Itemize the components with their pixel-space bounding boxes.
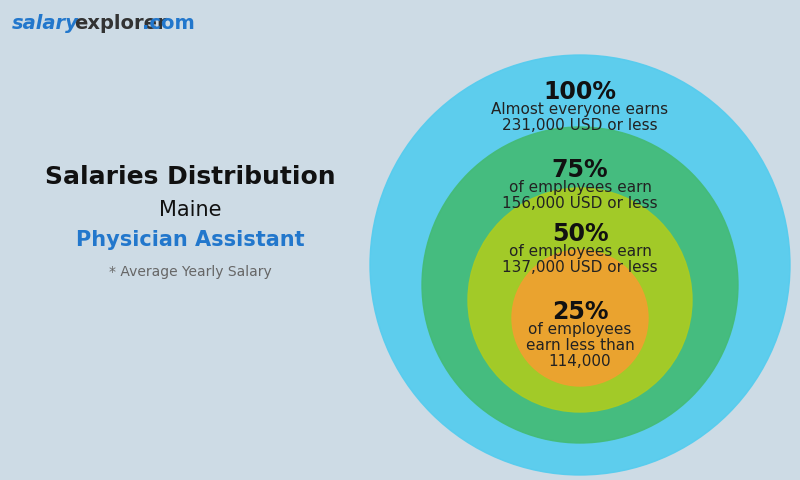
- Text: Almost everyone earns: Almost everyone earns: [491, 102, 669, 117]
- Text: 114,000: 114,000: [549, 354, 611, 369]
- Text: salary: salary: [12, 14, 79, 33]
- Text: 231,000 USD or less: 231,000 USD or less: [502, 118, 658, 133]
- Text: of employees earn: of employees earn: [509, 244, 651, 259]
- Text: earn less than: earn less than: [526, 338, 634, 353]
- Text: 75%: 75%: [552, 158, 608, 182]
- Text: 50%: 50%: [552, 222, 608, 246]
- Text: Salaries Distribution: Salaries Distribution: [45, 165, 335, 189]
- Text: of employees: of employees: [528, 322, 632, 337]
- Text: 156,000 USD or less: 156,000 USD or less: [502, 196, 658, 211]
- Text: .com: .com: [142, 14, 194, 33]
- Text: 100%: 100%: [543, 80, 617, 104]
- Circle shape: [370, 55, 790, 475]
- Text: 137,000 USD or less: 137,000 USD or less: [502, 260, 658, 275]
- Circle shape: [468, 188, 692, 412]
- Text: explorer: explorer: [74, 14, 166, 33]
- Text: * Average Yearly Salary: * Average Yearly Salary: [109, 265, 271, 279]
- Text: of employees earn: of employees earn: [509, 180, 651, 195]
- Circle shape: [512, 250, 648, 386]
- Text: 25%: 25%: [552, 300, 608, 324]
- Circle shape: [422, 127, 738, 443]
- Text: Maine: Maine: [158, 200, 222, 220]
- Text: Physician Assistant: Physician Assistant: [76, 230, 304, 250]
